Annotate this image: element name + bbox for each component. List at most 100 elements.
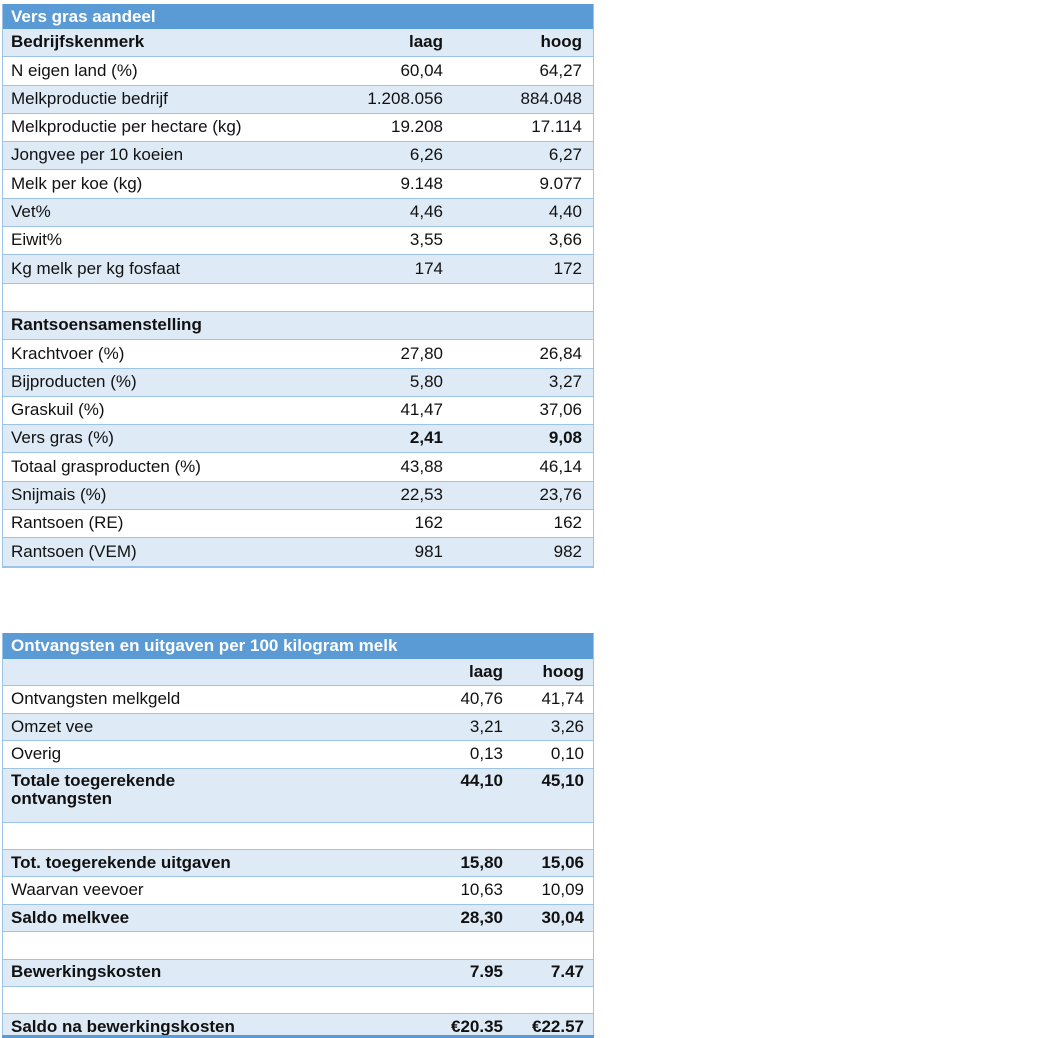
row-value-hoog: 982 <box>553 541 582 561</box>
row-value-hoog: 162 <box>553 513 582 533</box>
row-value-hoog: 3,27 <box>548 371 582 391</box>
table-row: Melk per koe (kg) 9.148 9.077 <box>3 170 593 199</box>
row-label: Saldo na bewerkingskosten <box>11 1017 235 1037</box>
row-value-hoog: 7.47 <box>550 962 584 982</box>
row-value-hoog: 9,08 <box>548 428 582 448</box>
row-label: Rantsoen (VEM) <box>11 541 137 561</box>
table-row: Rantsoen (VEM) 981 982 <box>3 538 593 567</box>
row-value-laag: laag <box>408 32 443 52</box>
row-value-hoog: €22.57 <box>532 1017 584 1037</box>
row-value-hoog: hoog <box>542 661 584 681</box>
row-value-laag: 6,26 <box>409 145 443 165</box>
row-value-laag: 4,46 <box>409 202 443 222</box>
table-row <box>3 986 593 1015</box>
row-label: Krachtvoer (%) <box>11 343 125 363</box>
row-label: Eiwit% <box>11 230 63 250</box>
row-value-hoog: 30,04 <box>541 907 584 927</box>
row-value-hoog: 9.077 <box>539 173 582 193</box>
row-value-laag: 27,80 <box>400 343 443 363</box>
table-row: Totaal grasproducten (%) 43,88 46,14 <box>3 453 593 482</box>
table-row: Snijmais (%) 22,53 23,76 <box>3 481 593 511</box>
ontvangsten-table-title-bar: Ontvangsten en uitgaven per 100 kilogram… <box>3 633 593 659</box>
row-value-laag: 10,63 <box>460 880 503 900</box>
row-value-laag: 41,47 <box>400 400 443 420</box>
row-label: Waarvan veevoer <box>11 880 144 900</box>
row-label: Graskuil (%) <box>11 400 105 420</box>
row-value-hoog: 37,06 <box>539 400 582 420</box>
row-label: Snijmais (%) <box>11 485 107 505</box>
row-value-laag: 174 <box>414 258 443 278</box>
row-value-laag: 5,80 <box>409 371 443 391</box>
row-value-hoog: 41,74 <box>541 689 584 709</box>
row-value-laag: 43,88 <box>400 456 443 476</box>
vers-gras-table-title-bar: Vers gras aandeel <box>3 4 593 29</box>
row-label: Bedrijfskenmerk <box>11 32 145 52</box>
vers-gras-table-title: Vers gras aandeel <box>11 6 156 26</box>
table-row: Saldo na bewerkingskosten €20.35 €22.57 <box>3 1014 593 1038</box>
row-value-hoog: 45,10 <box>541 770 584 790</box>
row-label: Melk per koe (kg) <box>11 173 143 193</box>
row-value-laag: 3,21 <box>469 716 503 736</box>
table-row: Melkproductie bedrijf 1.208.056 884.048 <box>3 85 593 114</box>
row-value-hoog: 26,84 <box>539 343 582 363</box>
row-label: Melkproductie bedrijf <box>11 88 168 108</box>
row-label: Ontvangsten melkgeld <box>11 689 181 709</box>
table-row: Omzet vee 3,21 3,26 <box>3 713 593 742</box>
row-value-hoog: 64,27 <box>539 60 582 80</box>
table-row <box>3 932 593 960</box>
row-value-hoog: 4,40 <box>548 202 582 222</box>
row-value-hoog: 3,66 <box>548 230 582 250</box>
row-value-laag: 2,41 <box>409 428 443 448</box>
row-value-hoog: 23,76 <box>539 485 582 505</box>
row-label: Bewerkingskosten <box>11 962 162 982</box>
row-value-laag: 22,53 <box>400 485 443 505</box>
row-value-laag: 40,76 <box>460 689 503 709</box>
row-value-laag: 7.95 <box>469 962 503 982</box>
row-label: Melkproductie per hectare (kg) <box>11 117 242 137</box>
table-row: Jongvee per 10 koeien 6,26 6,27 <box>3 142 593 171</box>
vers-gras-table-body: Bedrijfskenmerk laag hoog N eigen land (%) 6… <box>3 29 593 567</box>
table-row: Rantsoensamenstelling <box>3 311 593 341</box>
table-row: Bedrijfskenmerk laag hoog <box>3 29 593 58</box>
row-value-laag: 3,55 <box>409 230 443 250</box>
table-row: Saldo melkvee 28,30 30,04 <box>3 904 593 933</box>
table-row <box>3 822 593 850</box>
table-row: Eiwit% 3,55 3,66 <box>3 227 593 256</box>
row-value-laag: 9.148 <box>400 173 443 193</box>
table-row: Totale toegerekende ontvangsten 44,10 45,1… <box>3 768 593 823</box>
row-label: Jongvee per 10 koeien <box>11 145 184 165</box>
next-section-top-edge <box>2 1035 594 1038</box>
row-label: Totaal grasproducten (%) <box>11 456 201 476</box>
table-row: Vet% 4,46 4,40 <box>3 198 593 228</box>
row-value-laag: 0,13 <box>469 744 503 764</box>
ontvangsten-table-body: laag hoog Ontvangsten melkgeld 40,76 41,74 Om… <box>3 659 593 1038</box>
row-value-laag: 28,30 <box>460 907 503 927</box>
row-value-laag: 44,10 <box>460 770 503 790</box>
table-row: Krachtvoer (%) 27,80 26,84 <box>3 340 593 369</box>
table-row: Melkproductie per hectare (kg) 19.208 17.1… <box>3 113 593 143</box>
row-label: Tot. toegerekende uitgaven <box>11 852 231 872</box>
row-value-hoog: 6,27 <box>548 145 582 165</box>
row-value-laag: 15,80 <box>460 852 503 872</box>
row-value-laag: 981 <box>414 541 443 561</box>
row-value-hoog: 46,14 <box>539 456 582 476</box>
ontvangsten-table-title: Ontvangsten en uitgaven per 100 kilogram… <box>11 636 398 655</box>
table-row: Vers gras (%) 2,41 9,08 <box>3 425 593 454</box>
row-label: Kg melk per kg fosfaat <box>11 258 181 278</box>
row-value-laag: 19.208 <box>391 117 443 137</box>
row-value-hoog: 172 <box>553 258 582 278</box>
row-value-laag: €20.35 <box>451 1017 503 1037</box>
vers-gras-table: Vers gras aandeel Bedrijfskenmerk laag hoo… <box>2 4 594 568</box>
table-row: Ontvangsten melkgeld 40,76 41,74 <box>3 686 593 714</box>
table-row: Tot. toegerekende uitgaven 15,80 15,06 <box>3 849 593 878</box>
row-label: Totale toegerekende ontvangsten <box>11 770 180 809</box>
row-label: N eigen land (%) <box>11 60 138 80</box>
row-label: Vers gras (%) <box>11 428 114 448</box>
row-label: Bijproducten (%) <box>11 371 137 391</box>
row-value-hoog: 3,26 <box>550 716 584 736</box>
row-label: Omzet vee <box>11 716 94 736</box>
row-value-hoog: 884.048 <box>520 88 582 108</box>
row-label: Rantsoensamenstelling <box>11 315 202 335</box>
row-value-hoog: 17.114 <box>531 117 582 137</box>
